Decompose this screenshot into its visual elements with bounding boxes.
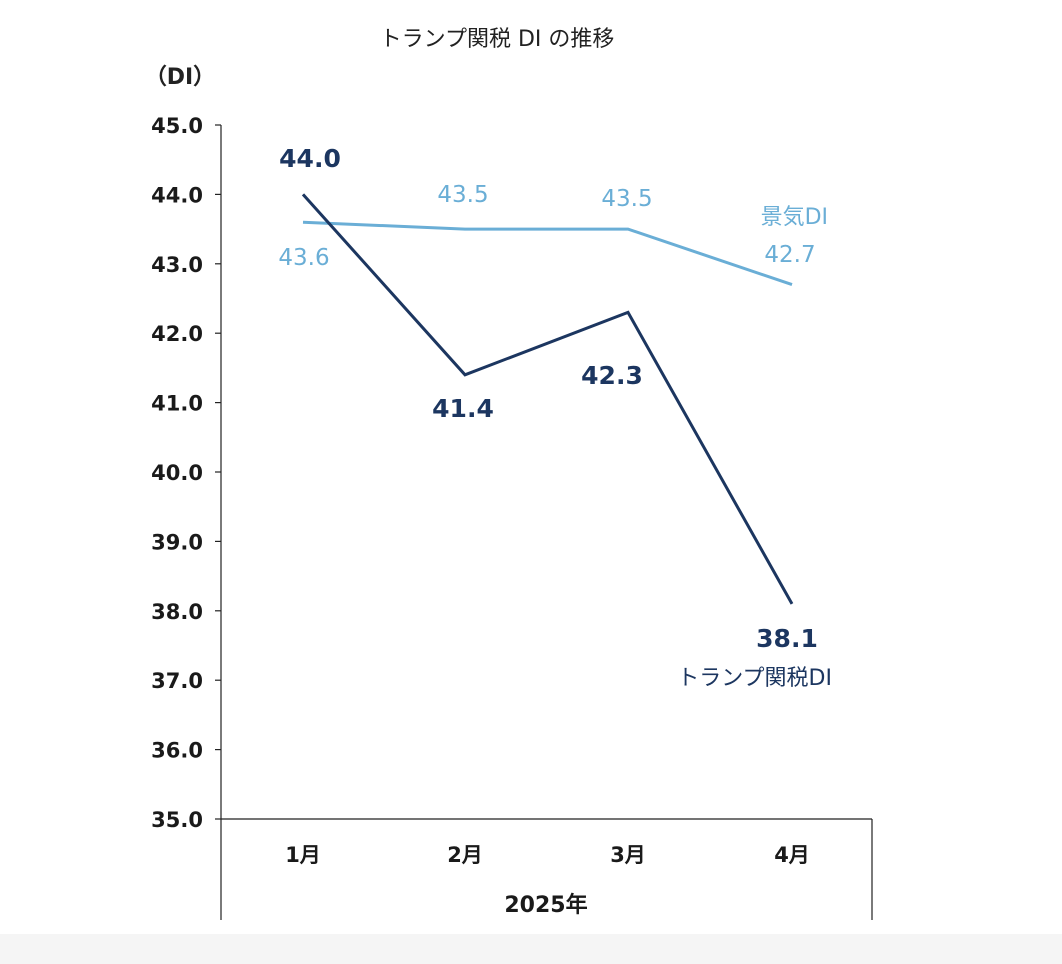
y-tick-label: 35.0 [151, 808, 203, 832]
x-tick-label: 4月 [774, 843, 810, 867]
y-tick-label: 44.0 [151, 183, 203, 207]
x-group-label: 2025年 [504, 892, 587, 918]
data-label-trump-tariff-di: 42.3 [581, 361, 643, 390]
y-tick-label: 42.0 [151, 322, 203, 346]
data-label-keiki-di: 43.5 [437, 182, 488, 208]
axes [215, 124, 873, 920]
y-axis-unit-label: （DI） [145, 65, 215, 90]
chart-title: トランプ関税 DI の推移 [380, 27, 615, 52]
x-tick-label: 2月 [447, 843, 483, 867]
line-chart: トランプ関税 DI の推移 （DI） 45.044.043.042.041.04… [145, 27, 873, 920]
y-tick-labels: 45.0 44.0 43.0 42.0 41.0 40.0 39.0 38.0 37.0 36.0… [151, 114, 203, 832]
footer-strip [0, 934, 1062, 964]
y-tick-label: 45.0 [151, 114, 203, 138]
y-tick-label: 37.0 [151, 669, 203, 693]
y-tick-label: 40.0 [151, 461, 203, 485]
y-tick-label: 36.0 [151, 739, 203, 763]
series-name-trump-tariff-di: トランプ関税DI [677, 666, 832, 691]
y-tick-label: 39.0 [151, 530, 203, 554]
data-label-trump-tariff-di: 44.0 [279, 144, 341, 173]
series-line-trump-tariff-di [301, 193, 794, 605]
y-tick-label: 38.0 [151, 600, 203, 624]
x-tick-label: 3月 [610, 843, 646, 867]
data-labels: 44.0 41.4 42.3 38.1 43.6 43.5 43.5 42.7 [278, 144, 817, 653]
series-lines [301, 193, 794, 605]
y-tick-label: 43.0 [151, 253, 203, 277]
data-label-trump-tariff-di: 38.1 [756, 624, 818, 653]
data-label-keiki-di: 43.6 [278, 245, 329, 271]
x-tick-labels: 1月 2月 3月 4月 [285, 843, 810, 867]
y-tick-label: 41.0 [151, 392, 203, 416]
data-label-trump-tariff-di: 41.4 [432, 394, 494, 423]
data-label-keiki-di: 43.5 [601, 186, 652, 212]
x-tick-label: 1月 [285, 843, 321, 867]
data-label-keiki-di: 42.7 [764, 242, 815, 268]
series-name-keiki-di: 景気DI [761, 205, 828, 230]
series-line-keiki-di [302, 220, 793, 287]
